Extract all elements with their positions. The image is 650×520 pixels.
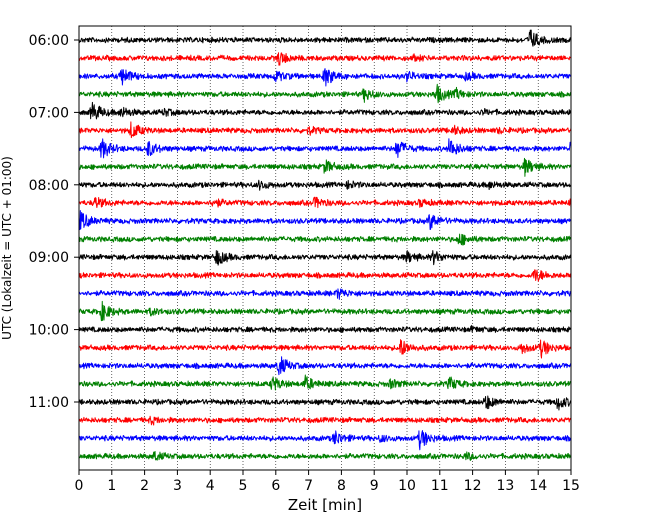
x-tick-label: 13 (496, 478, 514, 494)
trace-0700 (78, 101, 572, 120)
trace-1000 (78, 324, 572, 334)
trace-0930 (78, 288, 572, 300)
y-tick-label: 09:00 (29, 250, 69, 266)
trace-0830 (78, 210, 572, 231)
x-tick-label: 10 (398, 478, 416, 494)
x-axis-title: Zeit [min] (288, 496, 362, 514)
y-axis-title: UTC (Lokalzeit = UTC + 01:00) (0, 156, 14, 340)
trace-0615 (78, 52, 572, 66)
seismogram-traces (78, 29, 572, 461)
trace-0915 (78, 269, 572, 282)
y-tick-label: 08:00 (29, 178, 69, 194)
trace-1130 (78, 430, 572, 451)
trace-0645 (78, 83, 572, 104)
trace-1045 (78, 374, 572, 391)
x-tick-label: 11 (431, 478, 449, 494)
x-tick-label: 2 (140, 478, 149, 494)
x-tick-label: 5 (239, 478, 248, 494)
trace-0600 (78, 29, 572, 47)
x-tick-label: 12 (464, 478, 482, 494)
x-tick-label: 0 (75, 478, 84, 494)
y-tick-label: 06:00 (29, 33, 69, 49)
trace-0715 (78, 121, 572, 139)
trace-0800 (78, 179, 572, 191)
x-tick-label: 4 (206, 478, 215, 494)
trace-0745 (78, 157, 572, 177)
trace-0630 (78, 68, 572, 87)
x-tick-label: 14 (529, 478, 547, 494)
trace-1100 (78, 395, 572, 411)
trace-0845 (78, 233, 572, 246)
x-tick-label: 15 (562, 478, 580, 494)
x-tick-label: 1 (107, 478, 116, 494)
y-tick-label: 07:00 (29, 105, 69, 121)
y-tick-label: 10:00 (29, 323, 69, 339)
trace-0945 (78, 300, 572, 322)
x-tick-label: 9 (370, 478, 379, 494)
x-tick-label: 7 (304, 478, 313, 494)
trace-1115 (78, 415, 572, 426)
trace-1015 (78, 339, 572, 359)
x-tick-label: 8 (337, 478, 346, 494)
trace-0815 (78, 196, 572, 209)
x-axis-ticks: 0 1 2 3 4 5 6 7 8 9 10 11 12 13 14 15 (75, 470, 580, 494)
vertical-gridlines (111, 26, 539, 470)
plot-frame (78, 25, 572, 471)
trace-1145 (78, 450, 572, 461)
trace-0900 (78, 250, 572, 266)
x-tick-label: 3 (173, 478, 182, 494)
x-tick-label: 6 (271, 478, 280, 494)
y-tick-label: 11:00 (29, 395, 69, 411)
trace-0730 (78, 138, 572, 159)
trace-1030 (78, 356, 572, 376)
y-axis-ticks: 06:00 07:00 08:00 09:00 10:00 11:00 (29, 33, 79, 411)
